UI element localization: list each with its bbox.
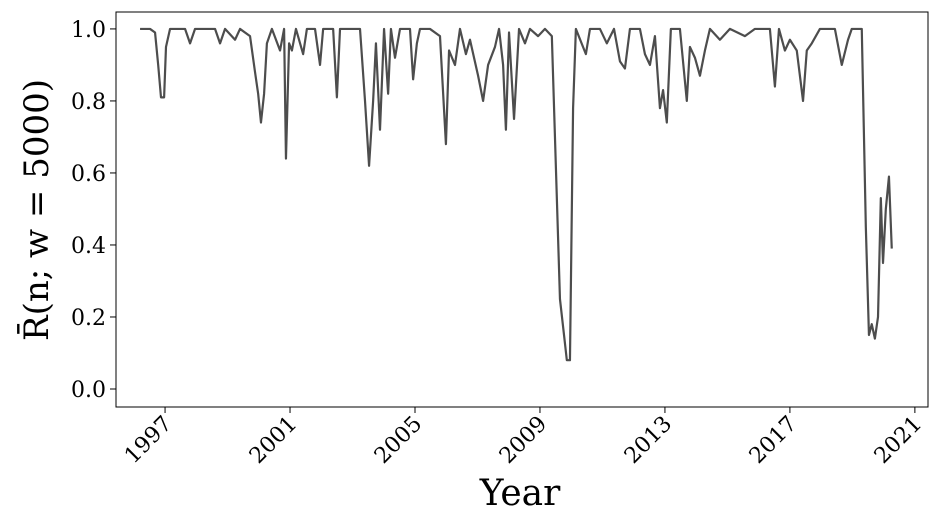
x-tick-label: 2013	[620, 412, 677, 469]
x-tick-label: 2009	[495, 412, 552, 469]
y-tick-label: 1.0	[71, 18, 106, 43]
x-axis-label: Year	[479, 473, 561, 514]
x-tick-label: 2005	[370, 412, 427, 469]
x-tick-label: 2017	[745, 412, 802, 469]
x-tick-label: 1997	[120, 412, 177, 469]
y-tick-label: 0.2	[71, 306, 106, 331]
data-line	[140, 27, 893, 362]
x-tick-label: 2001	[245, 412, 302, 469]
y-tick-label: 0.0	[71, 378, 106, 403]
y-tick-label: 0.4	[71, 234, 106, 259]
plot-frame	[115, 11, 929, 408]
y-tick-label: 0.6	[71, 162, 106, 187]
y-axis-label: R̄(n; w = 5000)	[16, 79, 57, 341]
x-tick-label: 2021	[870, 412, 927, 469]
y-tick-label: 0.8	[71, 90, 106, 115]
